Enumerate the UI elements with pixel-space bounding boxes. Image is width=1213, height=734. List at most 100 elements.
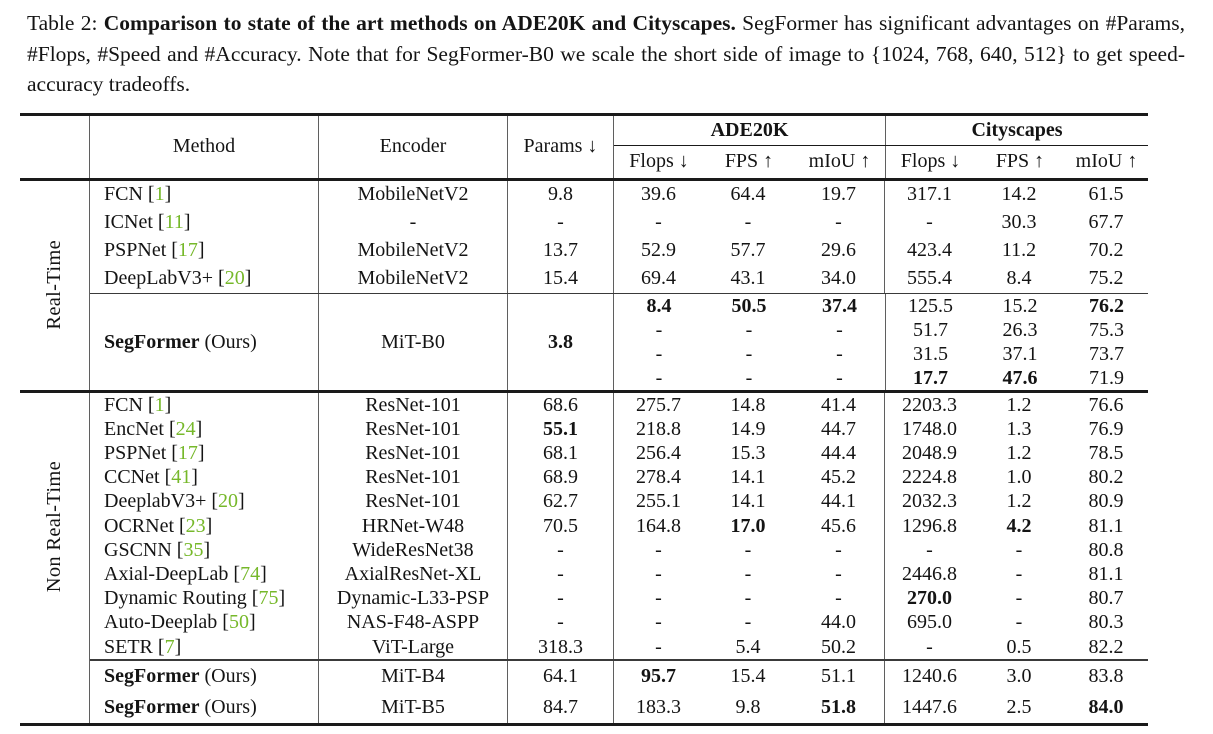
value-cell: 555.4 [884,264,974,293]
row-group-label-column: Real-Time [20,180,90,391]
value-cell: - [745,318,753,341]
table-row: DeepLabV3+ [20] MobileNetV2 15.4 69.4 43.1 34… [90,264,1148,293]
value-cell: 17.7 [885,366,975,391]
params-cell: - [507,208,613,237]
cite-bracket: ] [260,562,267,585]
method-suffix: (Ours) [199,695,257,718]
encoder-cell: ResNet-101 [318,417,507,442]
value-cell: 47.6 [1002,366,1038,389]
method-cell: DeeplabV3+ [20] [90,490,318,514]
citation-link[interactable]: 24 [175,417,196,440]
method-text: CCNet [41] [104,466,198,489]
citation-link[interactable]: 20 [224,267,245,290]
value-cell: 84.0 [1088,695,1124,718]
citation-link[interactable]: 17 [177,442,198,465]
citation-link[interactable]: 20 [218,490,239,513]
method-text: Dynamic Routing [75] [104,587,285,610]
value-cell: 80.9 [1088,490,1124,513]
method-cell: PSPNet [17] [90,237,318,265]
table-row: OCRNet [23] HRNet-W48 70.5 164.8 17.0 45.6 129… [90,513,1148,539]
value-cell: 125.5 [885,294,975,319]
method-name: Axial-DeepLab [104,562,229,585]
encoder-cell: Dynamic-L33-PSP [318,586,507,611]
cite-bracket: [ [206,490,219,513]
value-cell: 44.1 [821,490,856,513]
value-cell: - [744,538,752,561]
cite-bracket: ] [195,417,203,440]
value-cell: 80.2 [1088,466,1124,489]
encoder-cell: HRNet-W48 [318,513,507,539]
table-row: Dynamic Routing [75] Dynamic-L33-PSP - - - -2… [90,586,1148,611]
header-dataset-columns: ADE20K Cityscapes Flops ↓ FPS ↑ mIoU ↑ F… [613,115,1148,178]
header-spacer [20,115,90,178]
citation-link[interactable]: 1 [154,393,165,416]
table-row: FCN [1] MobileNetV2 9.8 39.6 64.4 19.7 317.1 14… [90,180,1148,209]
value-cell: 61.5 [1088,183,1124,206]
value-cell: 14.2 [1001,183,1037,206]
value-cell: 8.4 [646,294,672,317]
params-cell: 84.7 [507,691,613,723]
paper-page: Table 2: Comparison to state of the art … [0,8,1213,726]
column-header-encoder: Encoder [318,115,507,178]
value-cell: 15.2 [1002,294,1038,317]
citation-link[interactable]: 41 [171,466,192,489]
value-cell: 256.4 [613,441,703,466]
metric-subheaders: Flops ↓ FPS ↑ mIoU ↑ Flops ↓ FPS ↑ mIoU … [614,146,1148,178]
caption-prefix: Table 2: [27,11,104,35]
value-cell: 44.4 [821,442,856,465]
citation-link[interactable]: 23 [185,514,206,537]
value-cell: - [835,538,842,561]
method-text: ICNet [11] [104,211,191,234]
value-cell: 50.2 [821,635,856,658]
value-cell: - [613,634,703,660]
value-cell: 81.1 [1088,514,1124,537]
method-name: GSCNN [104,538,172,561]
subheader-city-miou: mIoU ↑ [1075,150,1138,173]
encoder-cell: MiT-B4 [318,660,507,692]
value-cell: - [745,342,753,365]
value-cell: 30.3 [1001,211,1037,234]
dataset-group-headers: ADE20K Cityscapes [614,115,1148,145]
citation-link[interactable]: 50 [228,611,249,634]
citation-link[interactable]: 17 [177,239,198,262]
subheader-city-flops: Flops ↓ [885,146,975,178]
citation-link[interactable]: 11 [164,211,184,234]
citation-link[interactable]: 74 [240,562,261,585]
params-cell: - [507,562,613,587]
value-cell: 14.1 [730,466,766,489]
method-text: FCN [1] [104,183,171,206]
value-cell: 270.0 [884,586,974,611]
method-suffix: (Ours) [199,330,257,353]
params-cell: 70.5 [507,513,613,539]
column-header-params: Params ↓ [507,115,613,178]
segformer-multirow-block: SegFormer (Ours) MiT-B0 3.8 8.4 50.5 37.4 125.… [90,294,1148,391]
table-row: - - - 51.7 26.3 75.3 [614,318,1148,343]
table-row: SegFormer (Ours) MiT-B5 84.7 183.3 9.8 51.8 14… [90,691,1148,723]
cite-bracket: [ [142,393,155,416]
citation-link[interactable]: 7 [164,635,175,658]
citation-link[interactable]: 75 [258,587,279,610]
value-cell: 26.3 [1002,318,1038,341]
table-row: EncNet [24] ResNet-101 55.1 218.8 14.9 44.7 17… [90,417,1148,442]
value-cell: - [744,562,752,585]
value-cell: - [655,318,663,341]
method-name: Auto-Deeplab [104,611,218,634]
value-cell: 1.2 [1006,442,1032,465]
citation-link[interactable]: 35 [183,538,204,561]
value-cell: 19.7 [821,183,856,206]
encoder-cell: ResNet-101 [318,489,507,514]
value-cell: - [835,587,842,610]
method-name: SegFormer [104,330,200,353]
method-suffix: (Ours) [199,664,257,687]
citation-link[interactable]: 1 [154,183,165,206]
value-cell: - [655,366,663,389]
value-cell: 275.7 [613,393,703,418]
cite-bracket: [ [228,562,241,585]
params-cell: 9.8 [507,180,613,209]
value-cell: 2203.3 [884,393,974,418]
value-cell: 76.2 [1089,294,1124,317]
method-cell: FCN [1] [90,393,318,417]
value-cell: 4.2 [1006,514,1032,537]
value-cell: 1296.8 [884,513,974,539]
method-text: PSPNet [17] [104,442,205,465]
